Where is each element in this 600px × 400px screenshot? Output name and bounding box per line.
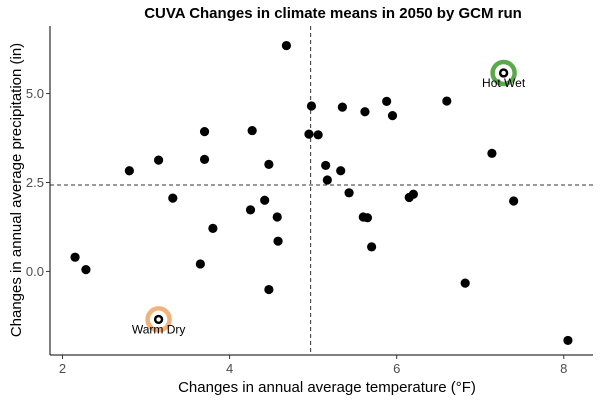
y-tick-label: 0.0: [26, 264, 44, 279]
data-point: [509, 196, 519, 206]
x-axis-title: Changes in annual average temperature (°…: [178, 379, 476, 396]
data-point: [367, 242, 377, 252]
data-point: [281, 40, 292, 51]
data-points: [70, 40, 573, 346]
data-point: [362, 213, 373, 223]
data-point: [460, 278, 470, 288]
highlight-ring: [490, 59, 517, 87]
x-ticks: 2 4 6 8: [59, 355, 567, 376]
plot-area: 2 4 6 8 0.0 2.5 5.0 Warm Dry Hot Wet: [26, 26, 593, 376]
data-point: [70, 252, 80, 262]
data-point: [337, 102, 347, 112]
data-point: [442, 96, 452, 106]
data-point: [124, 166, 134, 176]
highlight-label: Warm Dry: [132, 322, 186, 336]
chart-title: CUVA Changes in climate means in 2050 by…: [144, 5, 522, 22]
data-point: [199, 154, 210, 164]
data-point: [272, 212, 282, 222]
data-point: [563, 335, 573, 346]
x-tick-label: 4: [226, 361, 233, 376]
y-ticks: 0.0 2.5 5.0: [26, 86, 50, 279]
data-point: [195, 259, 205, 269]
highlight-label: Hot Wet: [482, 76, 526, 90]
data-point: [245, 205, 256, 215]
data-point: [304, 129, 314, 139]
highlight-point-center: [156, 317, 161, 322]
y-tick-label: 5.0: [26, 86, 44, 101]
x-tick-label: 8: [560, 361, 567, 376]
data-point: [168, 193, 178, 203]
data-point: [387, 111, 398, 121]
data-point: [382, 96, 392, 107]
data-point: [81, 265, 91, 275]
x-tick-label: 6: [393, 361, 400, 376]
data-point: [321, 160, 331, 171]
data-point: [360, 107, 370, 117]
data-point: [487, 148, 497, 158]
y-axis-title: Changes in annual average precipitation …: [8, 43, 25, 337]
data-point: [322, 175, 332, 185]
data-point: [208, 223, 218, 233]
data-point: [273, 236, 283, 246]
highlight-markers: Warm Dry Hot Wet: [132, 59, 526, 336]
data-point: [154, 155, 164, 165]
data-point: [408, 189, 418, 199]
highlight-point-center: [501, 70, 506, 76]
data-point: [264, 284, 274, 295]
x-tick-label: 2: [59, 361, 66, 376]
highlight-ring: [145, 306, 172, 333]
data-point: [336, 166, 346, 176]
data-point: [344, 188, 354, 198]
data-point: [264, 159, 274, 169]
data-point: [306, 101, 317, 111]
y-tick-label: 2.5: [26, 175, 44, 190]
data-point: [313, 130, 323, 140]
data-point: [247, 125, 257, 136]
data-point: [199, 127, 210, 137]
data-point: [260, 195, 270, 205]
